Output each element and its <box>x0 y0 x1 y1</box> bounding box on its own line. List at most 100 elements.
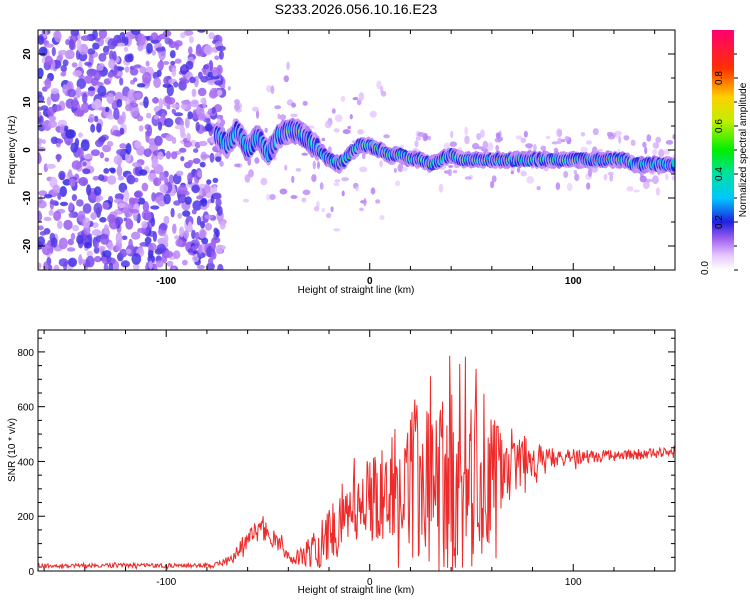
spectrogram-noise-cell <box>129 209 140 214</box>
spectrogram-noise-cell <box>592 128 599 136</box>
spectrogram-noise-cell <box>173 112 184 117</box>
spectrogram-noise-cell <box>70 30 80 37</box>
spectrogram-noise-cell <box>98 245 106 251</box>
spectrogram-noise-cell <box>563 170 569 179</box>
spectrogram-noise-cell <box>114 216 124 226</box>
spectrogram-noise-cell <box>164 177 169 186</box>
spectrogram-noise-cell <box>38 262 42 269</box>
spectrogram-noise-cell <box>171 137 177 144</box>
spectrogram-noise-cell <box>164 250 174 258</box>
spectrogram-noise-cell <box>94 241 99 249</box>
spectrogram-noise-cell <box>161 112 166 119</box>
spectrogram-signal-cell <box>672 162 675 168</box>
spectrogram-noise-cell <box>67 169 73 178</box>
spectrogram-noise-cell <box>180 132 187 139</box>
spectrogram-noise-cell <box>46 96 52 106</box>
spectrogram-noise-cell <box>379 215 385 220</box>
spectrogram-noise-cell <box>201 237 209 245</box>
spectrogram-noise-cell <box>38 236 46 247</box>
spectrogram-noise-cell <box>38 196 43 204</box>
spectrogram-noise-cell <box>53 264 60 270</box>
spectrogram-noise-cell <box>119 143 127 149</box>
spectrogram-noise-cell <box>138 125 144 132</box>
spectrogram-noise-cell <box>148 242 157 251</box>
spectrogram-noise-cell <box>70 142 79 153</box>
spectrogram-noise-cell <box>137 44 144 52</box>
spectrogram-noise-cell <box>121 36 129 43</box>
spectrogram-noise-cell <box>212 177 219 183</box>
spectrogram-noise-cell <box>137 227 146 234</box>
spectrogram-noise-cell <box>68 202 74 212</box>
spectrogram-noise-cell <box>47 106 55 117</box>
spectrogram-noise-cell <box>203 44 213 56</box>
spectrogram-noise-cell <box>106 114 116 120</box>
spectrogram-noise-cell <box>154 135 163 146</box>
spectrogram-noise-cell <box>69 178 76 187</box>
snr-y-axis-label: SNR (10 * v/v) <box>7 418 18 482</box>
spectrogram-noise-cell <box>170 207 175 218</box>
spectrogram-noise-cell <box>198 140 208 147</box>
spectrogram-noise-cell <box>206 262 215 270</box>
spectrogram-noise-cell <box>340 95 346 102</box>
spectrogram-noise-cell <box>115 232 123 244</box>
spectrogram-noise-cell <box>587 168 593 177</box>
spectrogram-noise-cell <box>204 214 214 219</box>
spectrogram-noise-cell <box>92 42 100 50</box>
spectrogram-noise-cell <box>560 139 566 143</box>
spectrogram-noise-cell <box>187 221 193 232</box>
spectrogram-noise-cell <box>171 66 177 77</box>
spectrogram-noise-cell <box>177 184 188 195</box>
snr-y-tick-label: 800 <box>17 348 34 359</box>
spectrogram-noise-cell <box>516 167 521 173</box>
spectrogram-noise-cell <box>639 175 647 183</box>
spectrogram-noise-cell <box>200 221 206 229</box>
spectrogram-noise-cell <box>415 137 422 141</box>
spectrogram-noise-cell <box>62 59 69 67</box>
spectrogram-noise-cell <box>65 39 70 46</box>
spectrogram-noise-cell <box>76 199 84 207</box>
spectrogram-noise-cell <box>162 83 172 88</box>
spectrogram-noise-cell <box>92 30 98 40</box>
spectrogram-noise-cell <box>150 39 160 44</box>
spectrogram-noise-cell <box>170 60 176 66</box>
spectrogram-noise-cell <box>103 262 109 270</box>
spectrogram-noise-cell <box>83 153 93 160</box>
spectrogram-noise-cell <box>487 142 494 152</box>
spectrogram-noise-cell <box>147 124 153 137</box>
spectrogram-noise-cell <box>131 231 141 240</box>
spectrogram-noise-cell <box>213 227 219 234</box>
spectrogram-noise-cell <box>447 168 452 177</box>
spectrogram-noise-cell <box>97 85 107 97</box>
spectrogram-noise-cell <box>217 89 223 96</box>
spectrogram-noise-cell <box>106 175 117 185</box>
spectrogram-noise-cell <box>191 229 196 240</box>
spectrogram-noise-cell <box>113 64 118 76</box>
spectrogram-noise-cell <box>125 143 132 155</box>
spectrogram-noise-cell <box>184 196 192 205</box>
colorbar-tick-label: 0.0 <box>700 261 711 275</box>
spectrogram-noise-cell <box>51 46 56 57</box>
spectrogram-noise-cell <box>116 149 126 156</box>
spectrogram-noise-cell <box>106 93 115 104</box>
spectrogram-noise-cell <box>252 106 259 112</box>
spectrogram-noise-cell <box>586 182 591 190</box>
spectrogram-noise-cell <box>270 85 275 94</box>
spectrogram-noise-cell <box>219 220 226 230</box>
spectrogram-noise-cell <box>383 134 390 139</box>
spectrogram-noise-cell <box>163 193 171 205</box>
spectrogram-noise-cell <box>448 165 454 168</box>
spectrogram-noise-cell <box>125 152 131 163</box>
spectrogram-noise-cell <box>200 97 206 104</box>
spectrogram-noise-cell <box>536 186 541 191</box>
spectrogram-noise-cell <box>175 42 180 51</box>
spectrogram-noise-cell <box>98 53 107 62</box>
spectrogram-noise-cell <box>325 212 332 219</box>
spectrogram-noise-cell <box>199 229 206 239</box>
spectrogram-noise-cell <box>189 76 196 84</box>
spectrogram-x-tick-label: 0 <box>367 276 373 287</box>
spectrogram-noise-cell <box>197 30 206 33</box>
spectrogram-data <box>38 30 675 270</box>
spectrogram-noise-cell <box>93 247 100 254</box>
spectrogram-noise-cell <box>144 212 152 221</box>
